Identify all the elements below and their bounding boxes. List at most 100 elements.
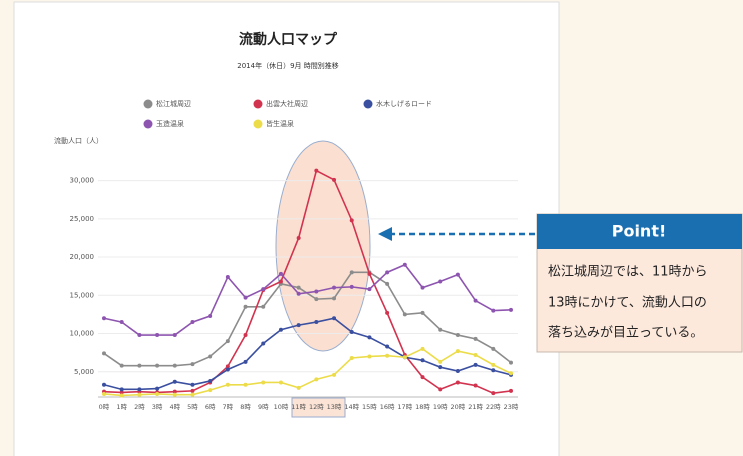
data-point <box>349 284 354 289</box>
data-point <box>314 320 319 325</box>
data-point <box>349 356 354 360</box>
data-point <box>367 335 372 340</box>
y-tick-label: 5,000 <box>74 368 94 376</box>
data-point <box>385 270 390 275</box>
data-point <box>296 291 301 296</box>
arrow-head <box>378 227 392 241</box>
data-point <box>473 362 478 367</box>
data-point <box>509 360 513 365</box>
data-point <box>137 392 142 397</box>
data-point <box>420 358 425 363</box>
data-point <box>155 386 160 391</box>
callout-line: 13時にかけて、流動人口の <box>548 296 707 311</box>
data-point <box>367 271 372 276</box>
data-point <box>420 375 425 380</box>
data-point <box>385 281 390 286</box>
data-point <box>314 289 319 294</box>
data-point <box>420 310 425 315</box>
x-tick-label: 1時 <box>116 403 127 411</box>
data-point <box>385 353 390 358</box>
data-point <box>190 382 195 387</box>
chart-subtitle: 2014年（休日）9月 時間別推移 <box>237 61 339 70</box>
legend-label: 松江城周辺 <box>156 99 191 108</box>
x-tick-label: 15時 <box>362 403 377 411</box>
legend-swatch <box>143 99 153 109</box>
data-point <box>473 336 478 341</box>
data-point <box>491 368 496 373</box>
x-tick-label: 14時 <box>344 403 359 411</box>
data-point <box>491 391 496 396</box>
x-tick-label: 4時 <box>169 403 180 411</box>
legend-label: 水木しげるロード <box>376 99 432 108</box>
data-point <box>102 316 106 321</box>
data-point <box>225 274 230 279</box>
data-point <box>172 363 177 368</box>
data-point <box>332 316 337 321</box>
data-point <box>155 391 160 396</box>
data-point <box>225 339 230 344</box>
legend-label: 玉造温泉 <box>156 119 184 128</box>
series-line <box>103 347 512 397</box>
x-tick-label: 22時 <box>486 403 501 411</box>
x-tick-label: 18時 <box>415 403 430 411</box>
data-point <box>190 392 195 397</box>
data-point <box>208 313 213 318</box>
series-line <box>103 263 512 336</box>
legend-swatch <box>253 119 263 129</box>
data-point <box>102 391 106 396</box>
data-point <box>137 387 142 392</box>
x-tick-label: 6時 <box>205 403 216 411</box>
data-point <box>332 372 337 377</box>
data-point <box>296 235 301 240</box>
legend-label: 皆生温泉 <box>266 119 294 128</box>
data-point <box>261 380 266 385</box>
data-point <box>491 346 496 351</box>
data-point <box>102 351 106 356</box>
data-point <box>314 168 319 173</box>
data-point <box>172 379 177 384</box>
x-tick-label: 2時 <box>134 403 145 411</box>
data-point <box>491 362 496 367</box>
data-point <box>155 333 160 338</box>
x-tick-label: 12時 <box>309 403 324 411</box>
data-point <box>243 359 248 364</box>
data-point <box>119 390 124 395</box>
data-point <box>296 385 301 390</box>
data-point <box>420 285 425 290</box>
data-point <box>190 362 195 367</box>
data-point <box>455 369 460 373</box>
data-point <box>385 310 390 315</box>
y-axis-label: 流動人口（人） <box>54 136 103 145</box>
x-tick-label: 19時 <box>433 403 448 411</box>
data-point <box>296 285 301 290</box>
x-tick-label: 3時 <box>152 403 163 411</box>
data-point <box>473 383 478 388</box>
x-tick-label: 17時 <box>397 403 412 411</box>
data-point <box>261 287 266 292</box>
legend-label: 出雲大社周辺 <box>266 99 308 108</box>
data-point <box>455 349 460 354</box>
x-tick-label: 10時 <box>274 403 289 411</box>
data-point <box>296 323 301 328</box>
data-point <box>349 218 354 223</box>
data-point <box>119 363 124 368</box>
plot: 5,000 10,000 15,000 20,000 25,000 30,000 0時 1時 2… <box>70 99 519 411</box>
callout-line: 落ち込みが目立っている。 <box>548 326 703 341</box>
data-point <box>332 285 337 290</box>
x-tick-label: 21時 <box>468 403 483 411</box>
data-point <box>402 355 407 360</box>
data-point <box>172 333 177 338</box>
data-point <box>332 177 337 182</box>
data-point <box>278 279 283 284</box>
data-point <box>332 296 337 301</box>
data-point <box>438 365 443 370</box>
y-tick-label: 30,000 <box>70 177 95 185</box>
data-point <box>314 377 319 382</box>
y-tick-label: 10,000 <box>70 330 95 338</box>
x-tick-label: 23時 <box>504 403 519 411</box>
data-point <box>509 388 513 393</box>
data-point <box>208 388 213 393</box>
data-point <box>137 363 142 368</box>
data-point <box>172 389 177 394</box>
